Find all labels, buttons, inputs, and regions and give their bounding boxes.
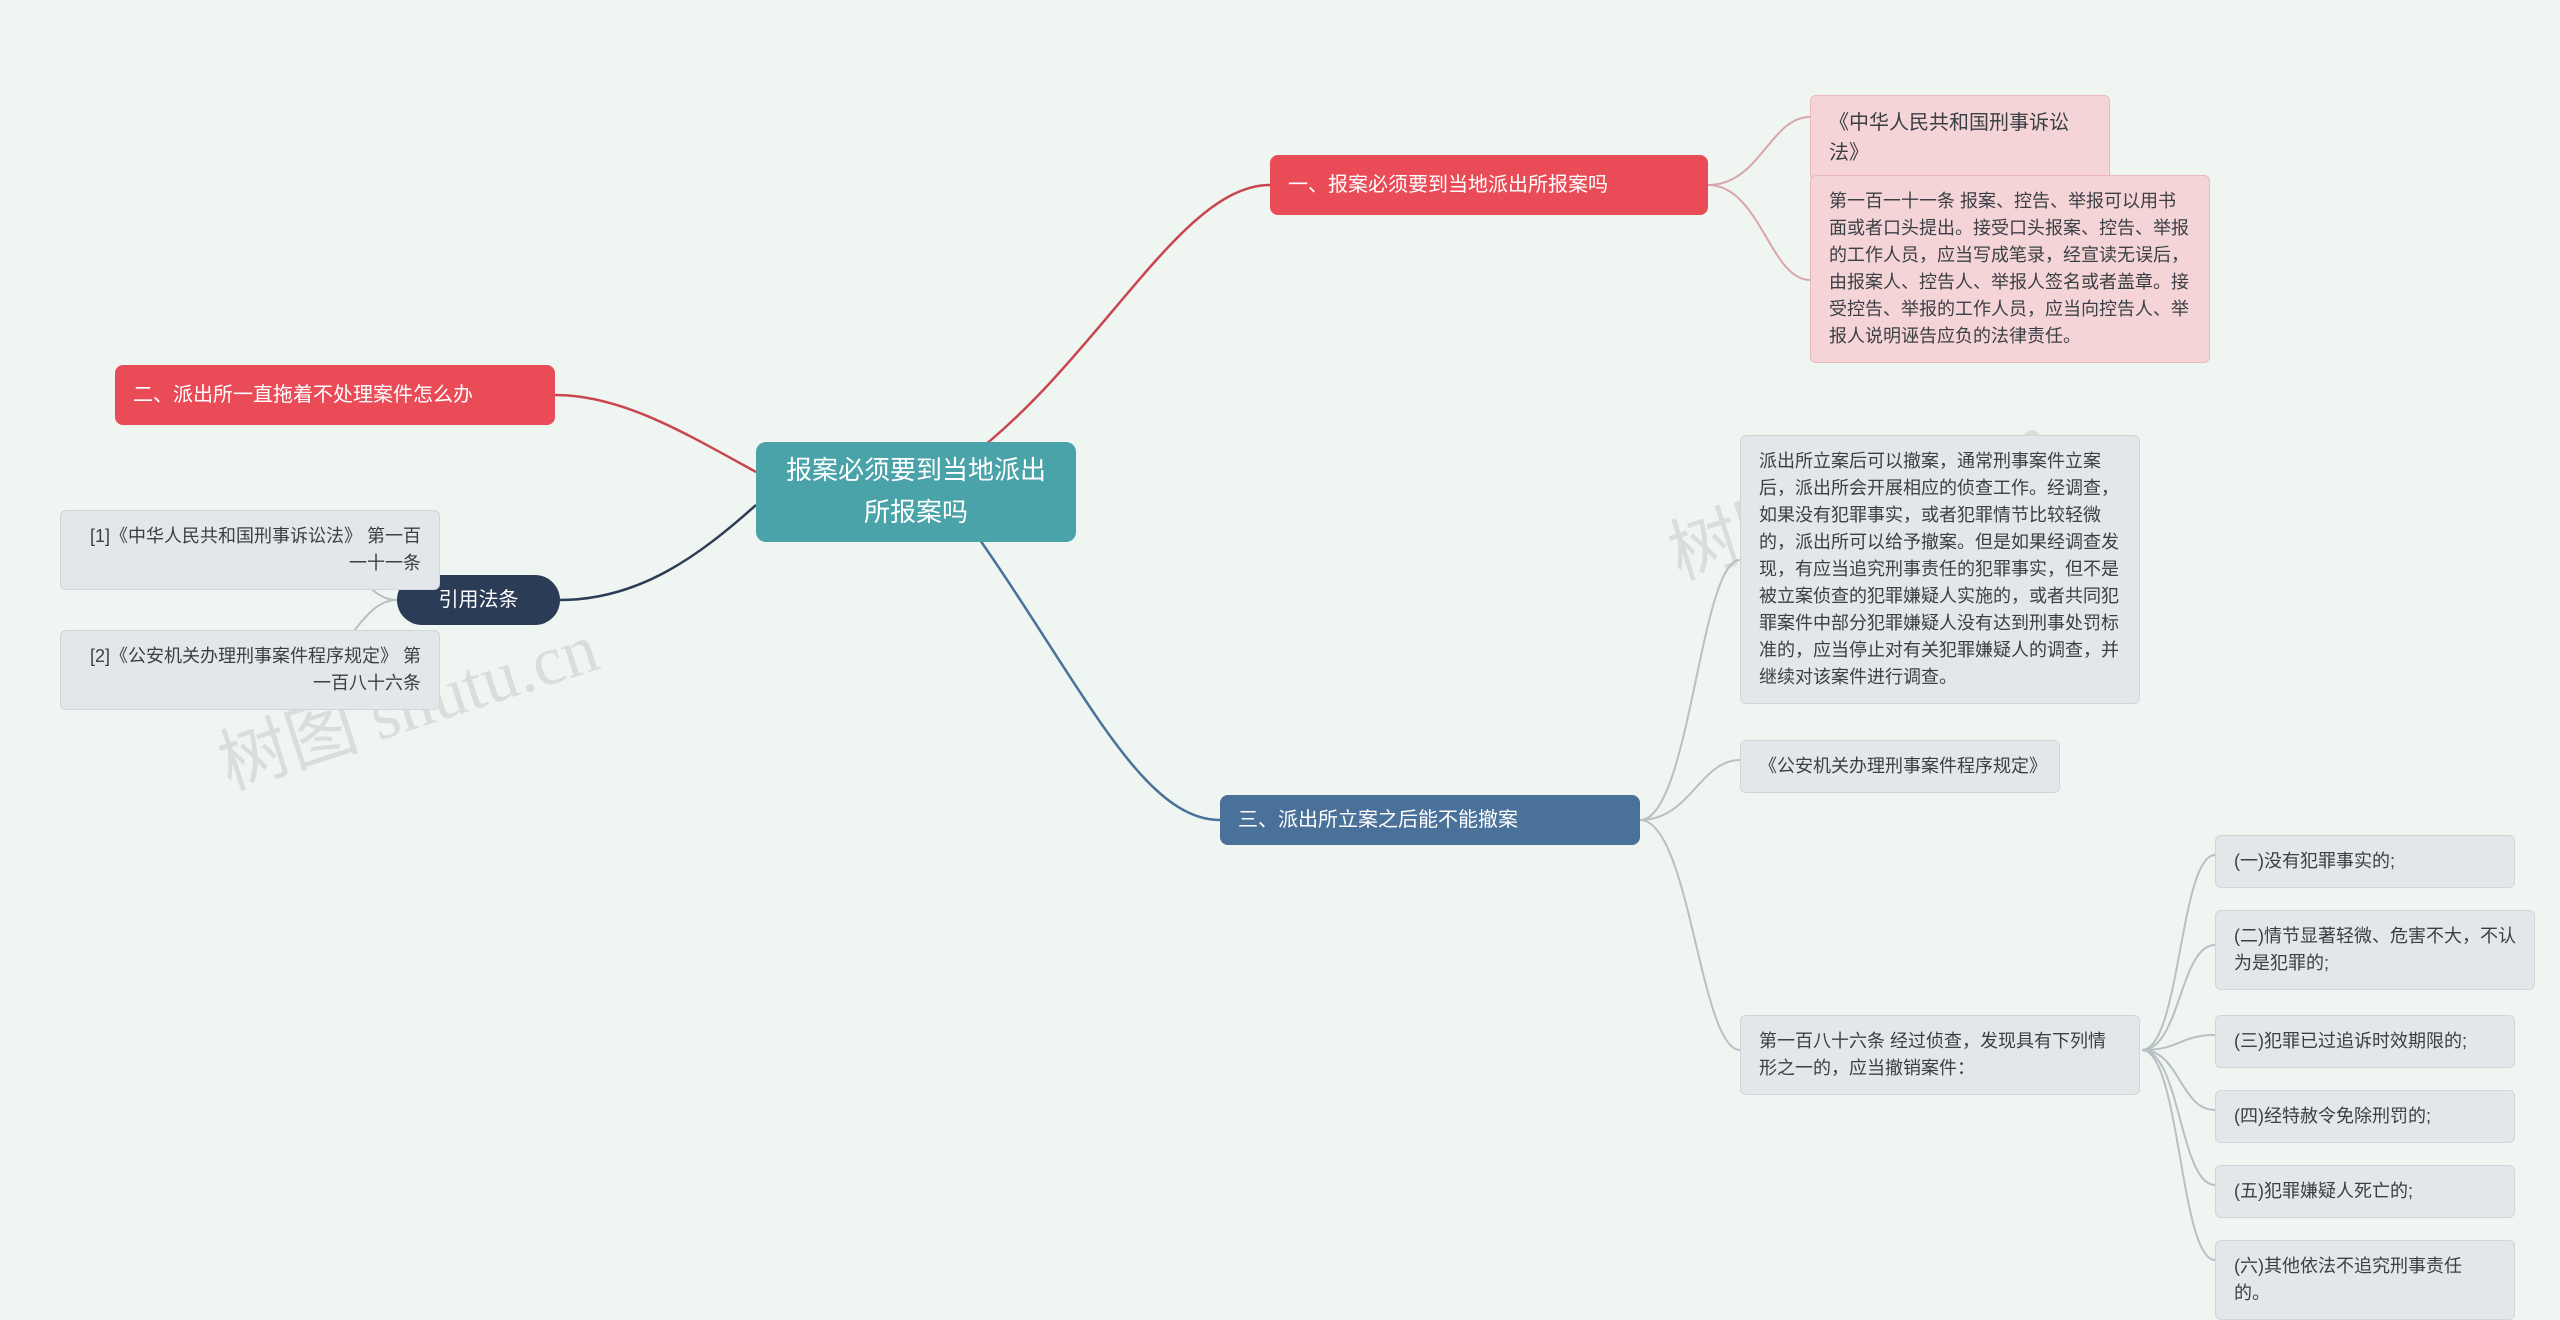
branch-1[interactable]: 一、报案必须要到当地派出所报案吗 xyxy=(1270,155,1708,215)
branch-1-leaf-a: 《中华人民共和国刑事诉讼法》 xyxy=(1810,95,2110,181)
branch-1-leaf-b: 第一百一十一条 报案、控告、举报可以用书面或者口头提出。接受口头报案、控告、举报… xyxy=(1810,175,2210,363)
branch-3-item-3: (三)犯罪已过追诉时效期限的; xyxy=(2215,1015,2515,1068)
branch-3-leaf-c: 第一百八十六条 经过侦查，发现具有下列情形之一的，应当撤销案件： xyxy=(1740,1015,2140,1095)
branch-3-item-5: (五)犯罪嫌疑人死亡的; xyxy=(2215,1165,2515,1218)
branch-2[interactable]: 二、派出所一直拖着不处理案件怎么办 xyxy=(115,365,555,425)
branch-3-item-6: (六)其他依法不追究刑事责任的。 xyxy=(2215,1240,2515,1320)
branch-3[interactable]: 三、派出所立案之后能不能撤案 xyxy=(1220,795,1640,845)
branch-3-item-4: (四)经特赦令免除刑罚的; xyxy=(2215,1090,2515,1143)
cited-item-b: [2]《公安机关办理刑事案件程序规定》 第一百八十六条 xyxy=(60,630,440,710)
root-node[interactable]: 报案必须要到当地派出所报案吗 xyxy=(756,442,1076,542)
branch-3-item-1: (一)没有犯罪事实的; xyxy=(2215,835,2515,888)
branch-3-leaf-b: 《公安机关办理刑事案件程序规定》 xyxy=(1740,740,2060,793)
branch-3-leaf-a: 派出所立案后可以撤案，通常刑事案件立案后，派出所会开展相应的侦查工作。经调查，如… xyxy=(1740,435,2140,704)
branch-3-item-2: (二)情节显著轻微、危害不大，不认为是犯罪的; xyxy=(2215,910,2535,990)
cited-item-a: [1]《中华人民共和国刑事诉讼法》 第一百一十一条 xyxy=(60,510,440,590)
